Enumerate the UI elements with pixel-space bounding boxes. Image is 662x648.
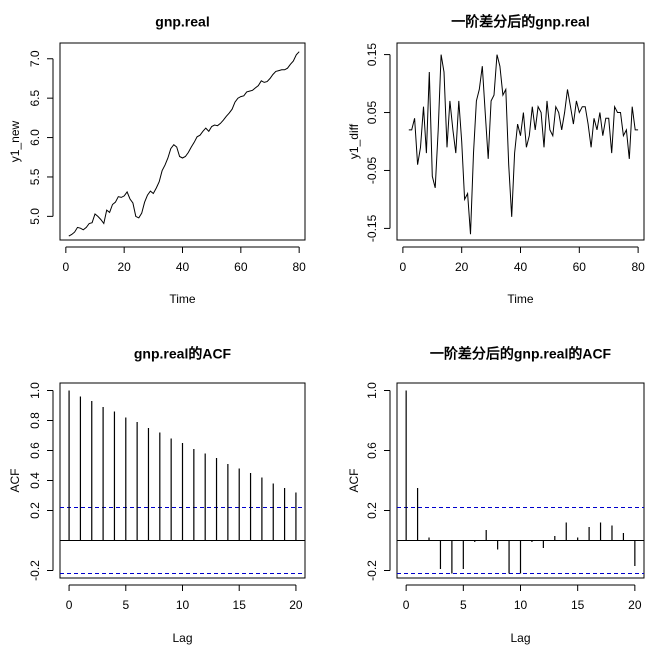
- panel-1: gnp.real 0 20 40 60 80 Time 5.0 5.5 6.0 6.5 7.0 y1_n…: [8, 14, 306, 306]
- panel-3: gnp.real的ACF 0 5 10 15 20 Lag -0.2 0.2 0.4 0.6 0.8 1…: [8, 346, 306, 645]
- y-tick-label: 0.05: [365, 101, 379, 125]
- chart-title: gnp.real: [155, 14, 209, 30]
- x-tick-label: 60: [573, 260, 587, 274]
- y-tick-label: 1.0: [28, 382, 42, 399]
- x-tick-label: 40: [514, 260, 528, 274]
- y-tick-label: -0.2: [28, 560, 42, 581]
- y-axis-title: ACF: [8, 469, 22, 493]
- series-line: [68, 51, 300, 237]
- x-axis-title: Time: [507, 292, 534, 306]
- x-tick-label: 5: [122, 598, 129, 612]
- x-tick-label: 20: [289, 598, 303, 612]
- y-tick-label: 6.0: [28, 129, 42, 146]
- x-tick-label: 0: [66, 598, 73, 612]
- y-tick-label: 5.0: [28, 208, 42, 225]
- x-tick-label: 80: [631, 260, 645, 274]
- x-tick-label: 20: [117, 260, 131, 274]
- y-axis-title: y1_new: [8, 120, 22, 162]
- x-axis-title: Time: [169, 292, 196, 306]
- chart-title: gnp.real的ACF: [134, 346, 232, 362]
- x-tick-label: 80: [292, 260, 306, 274]
- y-tick-label: -0.05: [365, 156, 379, 184]
- x-tick-label: 10: [514, 598, 528, 612]
- panel-2: 一阶差分后的gnp.real 0 20 40 60 80 Time -0.15 -0.05 0.0…: [347, 14, 645, 306]
- y-tick-label: 7.0: [28, 50, 42, 67]
- x-tick-label: 5: [460, 598, 467, 612]
- x-tick-label: 20: [455, 260, 469, 274]
- plot-frame: [396, 42, 645, 241]
- x-tick-label: 10: [176, 598, 190, 612]
- x-tick-label: 0: [403, 598, 410, 612]
- y-tick-label: 1.0: [365, 382, 379, 399]
- x-tick-label: 0: [400, 260, 407, 274]
- y-tick-label: 0.15: [365, 43, 379, 67]
- y-tick-label: 0.2: [28, 502, 42, 519]
- x-tick-label: 40: [176, 260, 190, 274]
- y-tick-label: -0.2: [365, 560, 379, 581]
- y-tick-label: 0.6: [28, 442, 42, 459]
- plot-frame: [59, 42, 306, 241]
- chart-title: 一阶差分后的gnp.real: [451, 14, 589, 30]
- x-tick-label: 15: [233, 598, 247, 612]
- chart-title: 一阶差分后的gnp.real的ACF: [430, 346, 612, 362]
- plot-frame: [396, 382, 645, 579]
- y-tick-label: 6.5: [28, 89, 42, 106]
- y-tick-label: 0.4: [28, 472, 42, 489]
- y-tick-label: 0.8: [28, 412, 42, 429]
- panel-4: 一阶差分后的gnp.real的ACF 0 5 10 15 20 Lag -0.2 0.2 0.6 1…: [347, 346, 645, 645]
- y-tick-label: -0.15: [365, 214, 379, 242]
- x-tick-label: 0: [62, 260, 69, 274]
- y-tick-label: 5.5: [28, 168, 42, 185]
- x-tick-label: 15: [571, 598, 585, 612]
- x-axis-title: Lag: [172, 631, 192, 645]
- y-axis-title: ACF: [347, 469, 361, 493]
- plot-frame: [59, 382, 306, 579]
- y-tick-label: 0.2: [365, 502, 379, 519]
- x-axis-title: Lag: [510, 631, 530, 645]
- series-line: [408, 54, 639, 235]
- y-tick-label: 0.6: [365, 442, 379, 459]
- y-axis-title: y1_diff: [347, 123, 361, 159]
- x-tick-label: 60: [234, 260, 248, 274]
- x-tick-label: 20: [628, 598, 642, 612]
